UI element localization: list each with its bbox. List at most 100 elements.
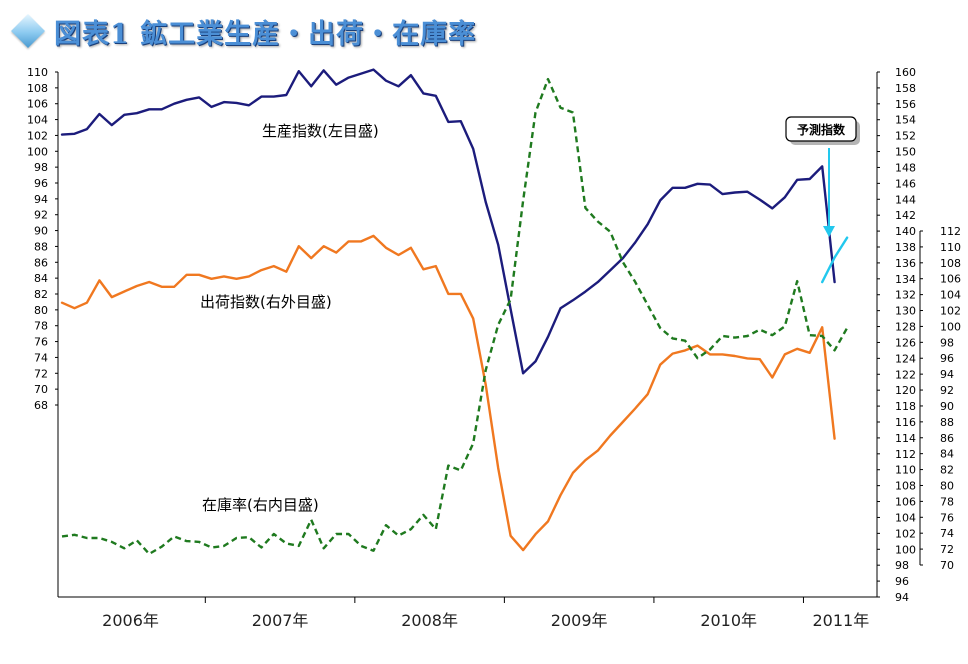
x-axis-tick-label: 2011年	[812, 611, 869, 630]
forecast-callout-box	[785, 116, 857, 142]
left-axis-tick-label: 74	[34, 351, 48, 364]
right-axis-tick-label: 158	[895, 82, 916, 95]
right-axis-tick-label: 112	[895, 448, 916, 461]
left-axis-tick-label: 68	[34, 399, 48, 412]
x-axis-tick-label: 2006年	[102, 611, 159, 630]
right-axis-tick-label: 102	[895, 527, 916, 540]
inner-right-axis-tick-label: 86	[940, 432, 954, 445]
chart-title: 図表1 鉱工業生産・出荷・在庫率	[54, 18, 477, 50]
right-axis-tick-label: 130	[895, 305, 916, 318]
left-axis-tick-label: 78	[34, 320, 48, 333]
inner-right-axis-tick-label: 90	[940, 400, 954, 413]
production-series-label: 生産指数(左目盛)	[262, 122, 379, 140]
inner-right-axis-tick-label: 96	[940, 352, 954, 365]
inventory-series-label: 在庫率(右内目盛)	[202, 496, 319, 514]
x-axis-tick-label: 2010年	[700, 611, 757, 630]
inner-right-axis-tick-label: 74	[940, 527, 954, 540]
left-axis-tick-label: 84	[34, 272, 48, 285]
right-axis-tick-label: 110	[895, 464, 916, 477]
series-group	[60, 68, 849, 556]
right-axis-tick-label: 96	[895, 575, 909, 588]
inner-right-axis-tick-label: 80	[940, 479, 954, 492]
left-axis-tick-label: 90	[34, 225, 48, 238]
right-axis-tick-label: 154	[895, 114, 916, 127]
axes: 68 70 72 74 76 78 80 82 84 86 88 90 92 94 96 98 100 102 10…	[27, 66, 961, 630]
inner-right-axis-tick-label: 104	[940, 289, 961, 302]
right-axis-tick-label: 156	[895, 98, 916, 111]
inner-right-axis-tick-label: 110	[940, 241, 961, 254]
right-axis-tick-label: 140	[895, 225, 916, 238]
left-axis-tick-label: 76	[34, 336, 48, 349]
left-axis-tick-label: 96	[34, 177, 48, 190]
left-axis-tick-label: 70	[34, 383, 48, 396]
inner-right-axis-tick-label: 76	[940, 511, 954, 524]
left-axis-tick-label: 86	[34, 256, 48, 269]
right-axis-tick-label: 120	[895, 384, 916, 397]
x-axis-tick-label: 2008年	[401, 611, 458, 630]
forecast-arrow-head	[823, 226, 835, 237]
inner-right-axis-tick-label: 98	[940, 336, 954, 349]
right-axis-tick-label: 126	[895, 336, 916, 349]
x-axis-tick-label: 2009年	[551, 611, 608, 630]
forecast-callout: 予測指数	[785, 116, 860, 237]
right-axis-tick-label: 138	[895, 241, 916, 254]
right-axis-tick-label: 100	[895, 543, 916, 556]
left-axis-tick-label: 106	[27, 98, 48, 111]
inner-right-axis-tick-label: 94	[940, 368, 954, 381]
right-axis-tick-label: 114	[895, 432, 916, 445]
left-axis-tick-label: 100	[27, 145, 48, 158]
left-axis-tick-label: 82	[34, 288, 48, 301]
left-axis-tick-label: 108	[27, 82, 48, 95]
right-axis-tick-label: 136	[895, 257, 916, 270]
shipment-series-label: 出荷指数(右外目盛)	[200, 293, 332, 311]
inner-right-axis-tick-label: 70	[940, 559, 954, 572]
right-axis-tick-label: 146	[895, 177, 916, 190]
right-axis-tick-label: 108	[895, 480, 916, 493]
right-axis-tick-label: 104	[895, 511, 916, 524]
chart-title-bar: 図表1 鉱工業生産・出荷・在庫率	[8, 6, 476, 56]
right-axis-tick-label: 122	[895, 368, 916, 381]
right-axis-tick-label: 148	[895, 161, 916, 174]
series-line-0	[60, 68, 836, 375]
right-axis-tick-label: 124	[895, 352, 916, 365]
series-labels: 生産指数(左目盛) 出荷指数(右外目盛) 在庫率(右内目盛) 予測指数	[200, 116, 860, 514]
left-axis-tick-label: 92	[34, 209, 48, 222]
right-axis-tick-label: 142	[895, 209, 916, 222]
right-axis-tick-label: 118	[895, 400, 916, 413]
right-axis-tick-label: 128	[895, 321, 916, 334]
left-axis-tick-label: 102	[27, 129, 48, 142]
right-axis-tick-label: 106	[895, 496, 916, 509]
x-axis-tick-label: 2007年	[252, 611, 309, 630]
left-axis-tick-label: 80	[34, 304, 48, 317]
left-axis-tick-label: 104	[27, 114, 48, 127]
inner-right-axis-tick-label: 84	[940, 448, 954, 461]
inner-right-axis-tick-label: 92	[940, 384, 954, 397]
inner-right-axis-tick-label: 106	[940, 273, 961, 286]
inner-right-axis-tick-label: 112	[940, 225, 961, 238]
inner-right-axis-tick-label: 88	[940, 416, 954, 429]
left-axis-tick-label: 94	[34, 193, 48, 206]
right-axis-tick-label: 134	[895, 273, 916, 286]
right-axis-tick-label: 152	[895, 130, 916, 143]
right-axis-tick-label: 160	[895, 66, 916, 79]
inner-right-axis-tick-label: 108	[940, 257, 961, 270]
inner-right-axis-tick-label: 72	[940, 543, 954, 556]
inner-right-axis-tick-label: 78	[940, 495, 954, 508]
right-axis-tick-label: 132	[895, 289, 916, 302]
right-axis-tick-label: 150	[895, 146, 916, 159]
forecast-callout-label: 予測指数	[797, 122, 846, 137]
left-axis-tick-label: 72	[34, 367, 48, 380]
left-axis-tick-label: 98	[34, 161, 48, 174]
right-axis-tick-label: 98	[895, 559, 909, 572]
series-line-1	[60, 234, 836, 552]
inner-right-axis-tick-label: 100	[940, 320, 961, 333]
left-axis-tick-label: 110	[27, 66, 48, 79]
series-line-2	[61, 77, 849, 556]
series-line-3	[821, 236, 849, 284]
left-axis-tick-label: 88	[34, 240, 48, 253]
right-axis-tick-label: 94	[895, 591, 909, 604]
inner-right-axis-tick-label: 82	[940, 464, 954, 477]
inner-right-axis-tick-label: 102	[940, 305, 961, 318]
right-axis-tick-label: 116	[895, 416, 916, 429]
